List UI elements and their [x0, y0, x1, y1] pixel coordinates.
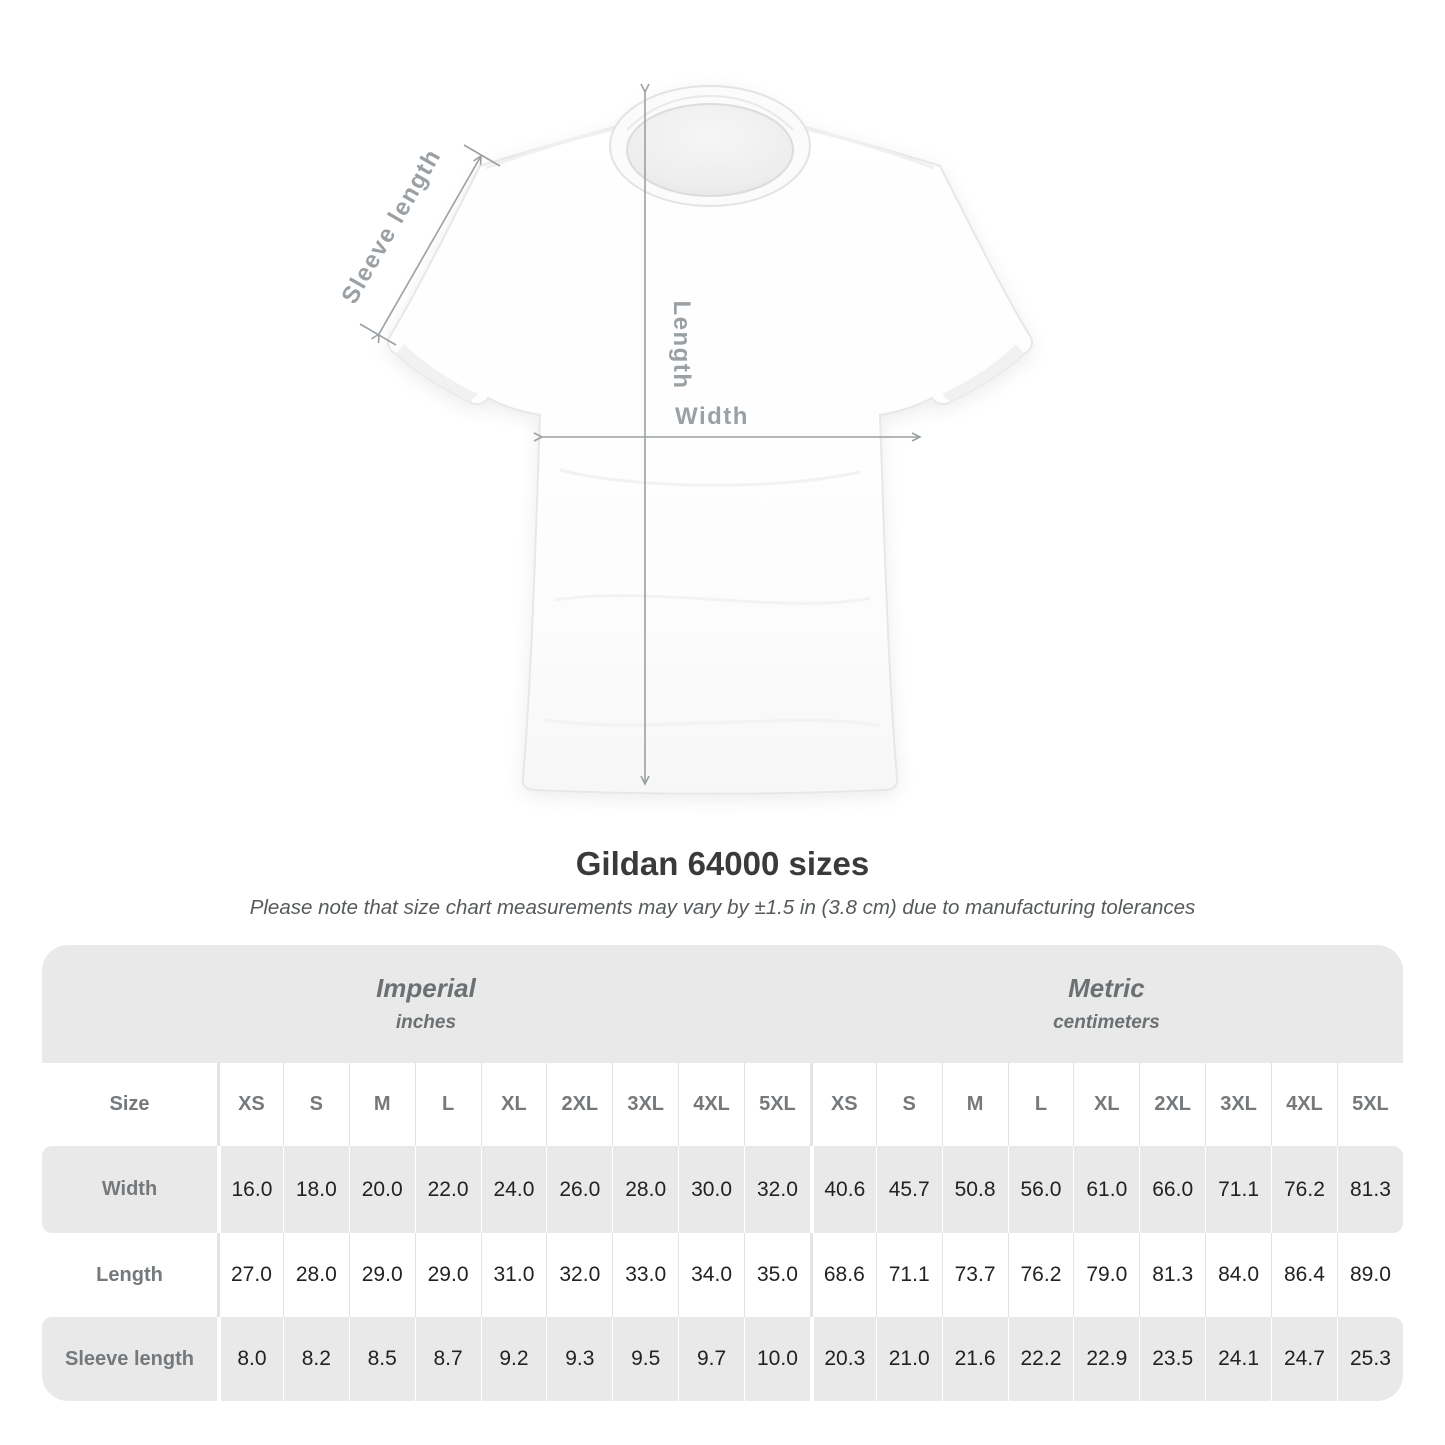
row-label-length: Length [42, 1233, 217, 1317]
cell-sleeve_length-metric-4xl: 24.7 [1271, 1317, 1337, 1401]
table-row-length: Length 27.0 28.0 29.0 29.0 31.0 32.0 33.0 34.0 35… [42, 1233, 1403, 1317]
cell-length-metric-xl: 79.0 [1073, 1233, 1140, 1317]
cell-width-imperial-xl: 24.0 [480, 1146, 547, 1233]
size-col-metric-4xl: 4XL [1271, 1063, 1337, 1146]
page-title: Gildan 64000 sizes [575, 845, 870, 882]
size-col-metric-m: M [941, 1063, 1008, 1146]
size-col-imperial-xl: XL [480, 1063, 547, 1146]
table-row-width: Width 16.0 18.0 20.0 22.0 24.0 26.0 28.0 30.0 32.… [42, 1146, 1403, 1233]
cell-width-metric-4xl: 76.2 [1271, 1146, 1337, 1233]
cell-width-metric-2xl: 66.0 [1139, 1146, 1206, 1233]
size-col-imperial-m: M [348, 1063, 415, 1146]
size-col-imperial-2xl: 2XL [546, 1063, 613, 1146]
tolerance-note: Please note that size chart measurements… [249, 896, 1196, 920]
cell-sleeve_length-imperial-s: 8.2 [282, 1317, 349, 1401]
cell-length-metric-5xl: 89.0 [1336, 1233, 1403, 1317]
size-col-metric-2xl: 2XL [1139, 1063, 1206, 1146]
size-col-imperial-5xl: 5XL [744, 1063, 810, 1146]
cell-sleeve_length-imperial-4xl: 9.7 [678, 1317, 744, 1401]
size-col-metric-5xl: 5XL [1336, 1063, 1403, 1146]
cell-width-imperial-3xl: 28.0 [612, 1146, 679, 1233]
cell-width-imperial-xs: 16.0 [217, 1146, 283, 1233]
cell-width-imperial-2xl: 26.0 [546, 1146, 613, 1233]
cell-width-imperial-m: 20.0 [348, 1146, 415, 1233]
row-label-width: Width [42, 1146, 217, 1233]
cell-width-metric-s: 45.7 [875, 1146, 942, 1233]
cell-length-imperial-l: 29.0 [414, 1233, 481, 1317]
cell-length-imperial-4xl: 34.0 [678, 1233, 744, 1317]
size-col-imperial-s: S [282, 1063, 349, 1146]
cell-sleeve_length-imperial-2xl: 9.3 [546, 1317, 613, 1401]
metric-unit: centimeters [1053, 1012, 1160, 1034]
cell-width-imperial-l: 22.0 [414, 1146, 481, 1233]
size-col-metric-xs: XS [809, 1063, 876, 1146]
metric-header: Metric centimeters [809, 945, 1403, 1063]
size-col-metric-xl: XL [1073, 1063, 1140, 1146]
cell-length-imperial-m: 29.0 [348, 1233, 415, 1317]
title-block: Gildan 64000 sizes Please note that size… [0, 845, 1445, 921]
imperial-label: Imperial [376, 973, 476, 1003]
cell-sleeve_length-imperial-3xl: 9.5 [612, 1317, 679, 1401]
cell-length-imperial-2xl: 32.0 [546, 1233, 613, 1317]
size-col-imperial-3xl: 3XL [612, 1063, 679, 1146]
cell-sleeve_length-metric-5xl: 25.3 [1336, 1317, 1403, 1401]
cell-width-imperial-s: 18.0 [282, 1146, 349, 1233]
cell-sleeve_length-metric-xl: 22.9 [1073, 1317, 1140, 1401]
metric-label: Metric [1068, 973, 1145, 1003]
cell-length-metric-3xl: 84.0 [1205, 1233, 1271, 1317]
cell-sleeve_length-imperial-l: 8.7 [414, 1317, 481, 1401]
size-col-imperial-4xl: 4XL [678, 1063, 744, 1146]
cell-width-metric-l: 56.0 [1007, 1146, 1074, 1233]
cell-width-metric-3xl: 71.1 [1205, 1146, 1271, 1233]
size-column-header: Size [42, 1063, 217, 1146]
cell-length-metric-m: 73.7 [941, 1233, 1008, 1317]
imperial-unit: inches [395, 1012, 457, 1034]
cell-length-metric-4xl: 86.4 [1271, 1233, 1337, 1317]
cell-length-metric-l: 76.2 [1007, 1233, 1074, 1317]
length-label: Length [668, 301, 695, 390]
cell-sleeve_length-metric-2xl: 23.5 [1139, 1317, 1206, 1401]
table-row-sleeve_length: Sleeve length 8.0 8.2 8.5 8.7 9.2 9.3 9.5 9.7 10.… [42, 1317, 1403, 1401]
size-col-metric-l: L [1007, 1063, 1074, 1146]
cell-sleeve_length-imperial-xs: 8.0 [217, 1317, 283, 1401]
imperial-header: Imperial inches [42, 945, 810, 1063]
size-col-metric-s: S [875, 1063, 942, 1146]
cell-length-imperial-xs: 27.0 [217, 1233, 283, 1317]
cell-length-imperial-s: 28.0 [282, 1233, 349, 1317]
tshirt-image [387, 84, 1033, 795]
units-header-row: Imperial inches Metric centimeters [42, 945, 1403, 1063]
cell-length-metric-xs: 68.6 [809, 1233, 876, 1317]
sizes-header-row: Size XS S M L XL 2XL 3XL 4XL 5XL XS S M L XL 2XL 3XL 4XL… [42, 1063, 1403, 1146]
cell-sleeve_length-imperial-5xl: 10.0 [744, 1317, 810, 1401]
size-col-metric-3xl: 3XL [1205, 1063, 1271, 1146]
cell-length-metric-2xl: 81.3 [1139, 1233, 1206, 1317]
cell-sleeve_length-metric-l: 22.2 [1007, 1317, 1074, 1401]
cell-width-imperial-4xl: 30.0 [678, 1146, 744, 1233]
cell-sleeve_length-metric-s: 21.0 [875, 1317, 942, 1401]
cell-length-metric-s: 71.1 [875, 1233, 942, 1317]
size-table: Imperial inches Metric centimeters Size … [42, 945, 1403, 1401]
width-label: Width [675, 403, 749, 430]
cell-sleeve_length-imperial-xl: 9.2 [480, 1317, 547, 1401]
size-table-body: Width 16.0 18.0 20.0 22.0 24.0 26.0 28.0 30.0 32.… [42, 1146, 1403, 1401]
cell-width-metric-m: 50.8 [941, 1146, 1008, 1233]
cell-length-imperial-3xl: 33.0 [612, 1233, 679, 1317]
cell-sleeve_length-imperial-m: 8.5 [348, 1317, 415, 1401]
collar-opening [626, 103, 794, 197]
size-col-imperial-l: L [414, 1063, 481, 1146]
cell-width-metric-xs: 40.6 [809, 1146, 876, 1233]
cell-sleeve_length-metric-3xl: 24.1 [1205, 1317, 1271, 1401]
cell-sleeve_length-metric-m: 21.6 [941, 1317, 1008, 1401]
cell-length-imperial-xl: 31.0 [480, 1233, 547, 1317]
cell-sleeve_length-metric-xs: 20.3 [809, 1317, 876, 1401]
cell-length-imperial-5xl: 35.0 [744, 1233, 810, 1317]
row-label-sleeve_length: Sleeve length [42, 1317, 217, 1401]
sleeve-length-arrow [359, 144, 501, 346]
tshirt-measurement-figure: Length Width Sleeve length [336, 83, 1033, 795]
cell-width-metric-5xl: 81.3 [1336, 1146, 1403, 1233]
cell-width-imperial-5xl: 32.0 [744, 1146, 810, 1233]
cell-width-metric-xl: 61.0 [1073, 1146, 1140, 1233]
size-col-imperial-xs: XS [217, 1063, 283, 1146]
